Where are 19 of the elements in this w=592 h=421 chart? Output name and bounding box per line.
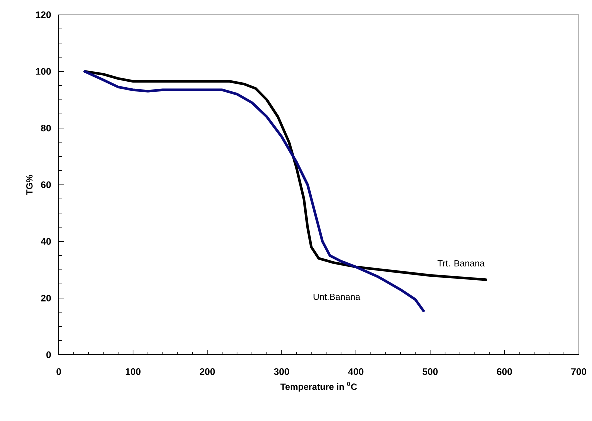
x-tick-label: 600 [497, 368, 512, 376]
x-tick-label: 700 [572, 368, 587, 376]
x-tick-label: 500 [422, 368, 438, 376]
x-tick-label: 0 [56, 368, 62, 376]
y-axis-title: TG% [26, 175, 33, 196]
y-tick-label: 80 [41, 124, 52, 132]
y-tick-label: 40 [41, 238, 52, 246]
y-tick-label: 20 [41, 294, 52, 302]
x-tick-label: 200 [200, 368, 216, 376]
x-tick-label: 400 [348, 368, 364, 376]
x-tick-label: 100 [126, 368, 141, 376]
y-tick-label: 120 [36, 12, 52, 18]
y-tick-label: 100 [36, 68, 52, 76]
x-tick-label: 300 [274, 368, 290, 376]
text: Unt.Banana [314, 294, 361, 300]
series-label: Trt. Banana [438, 260, 485, 267]
x-axis-title: Temperature in $^{0}$C [280, 382, 358, 392]
y-tick-label: 0 [46, 352, 52, 358]
y-tick-label: 60 [41, 182, 52, 188]
